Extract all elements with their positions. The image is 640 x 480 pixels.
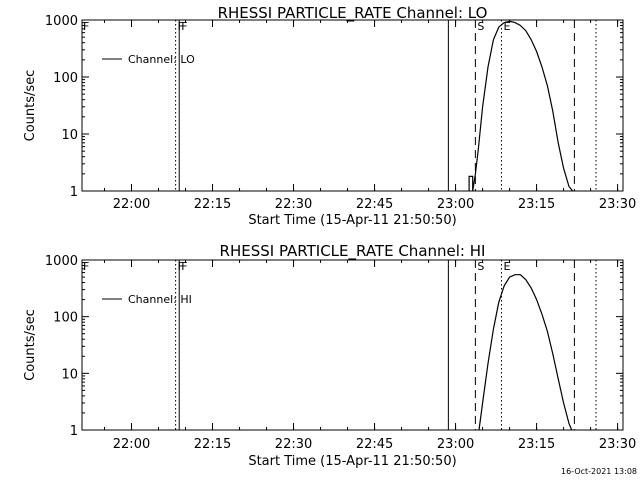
x-tick-label: 22:30 [275,437,312,452]
x-tick-label: 22:45 [356,437,393,452]
event-marker-label: F [178,20,184,33]
y-tick-label: 100 [53,71,78,86]
corner-marker: F [83,20,89,33]
x-tick-label: 23:15 [518,437,555,452]
y-axis-label: Counts/sec [23,309,38,381]
x-tick-label: 23:30 [599,197,636,212]
event-marker-label: F [181,260,187,273]
x-tick-label: 22:15 [194,437,231,452]
y-tick-label: 10 [61,128,78,143]
y-tick-label: 1 [70,185,78,200]
series-line [468,20,574,192]
y-tick-label: 10 [61,367,78,382]
plot-frame [81,259,624,431]
x-tick-label: 22:30 [275,197,312,212]
y-tick-label: 1 [70,424,78,439]
event-marker-label: F [181,20,187,33]
legend-label: Channel: HI [128,293,192,306]
x-tick-label: 22:45 [356,197,393,212]
x-tick-label: 23:30 [599,437,636,452]
x-tick-label: 23:00 [437,437,474,452]
event-marker-label: S [477,20,484,33]
x-tick-label: 22:15 [194,197,231,212]
x-tick-label: 23:15 [518,197,555,212]
chart-title: RHESSI PARTICLE_RATE Channel: HI [220,242,486,261]
plot-frame [81,19,624,192]
x-tick-label: 22:00 [113,437,150,452]
event-marker-label: S [477,260,484,273]
footer-date-stamp: 16-Oct-2021 13:08 [561,467,637,476]
x-tick-label: 23:00 [437,197,474,212]
y-axis-label: Counts/sec [23,70,38,142]
y-tick-label: 100 [53,311,78,326]
x-axis-label: Start Time (15-Apr-11 21:50:50) [248,454,456,469]
event-marker-label: F [178,260,184,273]
x-tick-label: 22:00 [113,197,150,212]
series-line [478,274,573,431]
event-marker-label: E [503,260,510,273]
chart-title: RHESSI PARTICLE_RATE Channel: LO [218,4,488,23]
x-axis-label: Start Time (15-Apr-11 21:50:50) [248,213,456,228]
y-tick-label: 1000 [45,254,78,269]
corner-marker: F [83,260,89,273]
y-tick-label: 1000 [45,14,78,29]
event-marker-label: E [503,20,510,33]
legend-label: Channel: LO [128,53,195,66]
